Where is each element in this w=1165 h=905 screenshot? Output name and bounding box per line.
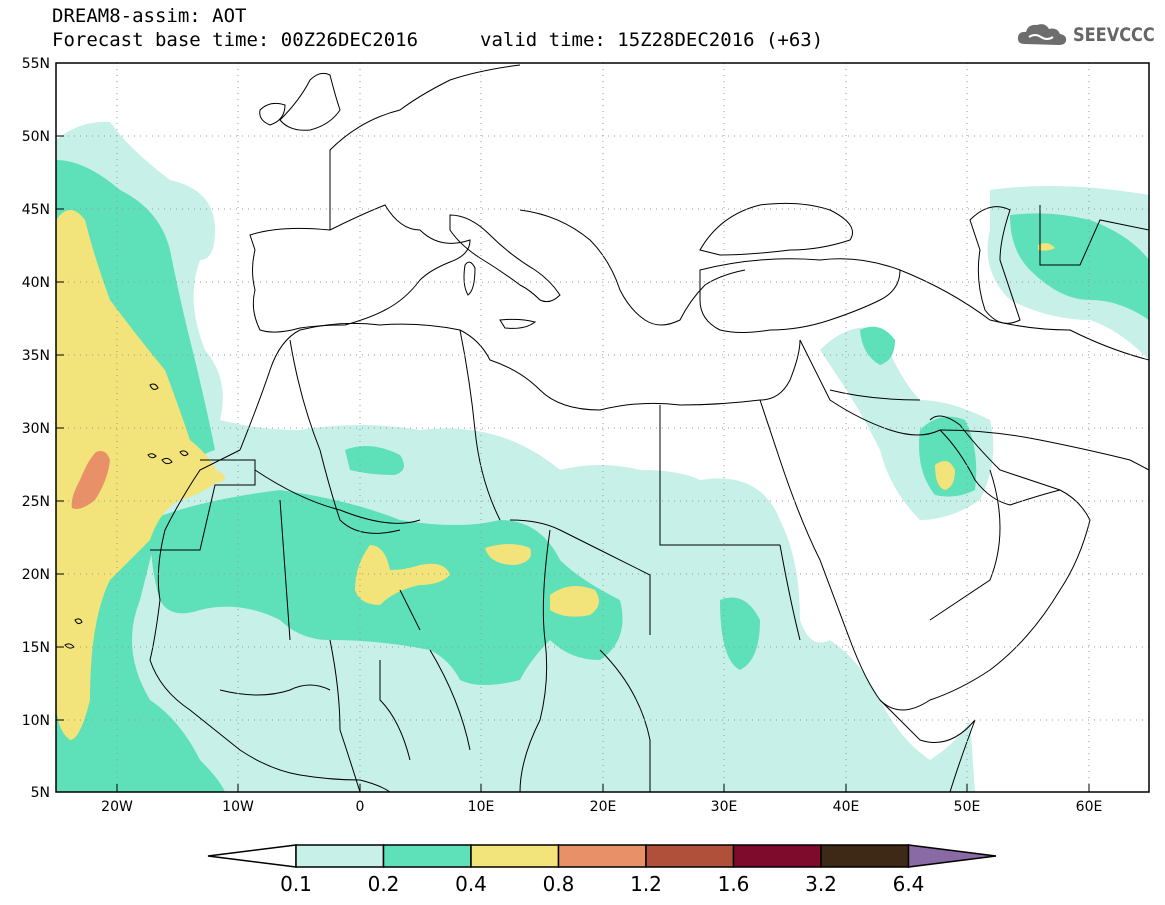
colorbar-label: 0.8: [543, 872, 575, 896]
lon-label: 60E: [1076, 799, 1103, 815]
colorbar-segment-1-2: [645, 844, 735, 868]
colorbar-label: 0.4: [455, 872, 487, 896]
colorbar-label: 1.2: [630, 872, 662, 896]
lat-label: 55N: [22, 56, 50, 72]
graticule: [56, 63, 1149, 792]
colorbar-label: 0.2: [368, 872, 400, 896]
colorbar-segment-0-8: [557, 844, 647, 868]
cloud-icon: [1017, 24, 1067, 45]
logo-text: SEEVCCC: [1073, 24, 1155, 46]
lat-label: 40N: [22, 275, 50, 291]
colorbar-labels: 0.1 0.2 0.4 0.8 1.2 1.6 3.2 6.4: [280, 872, 924, 896]
colorbar-segment-0-4: [470, 844, 560, 868]
lat-label: 25N: [22, 494, 50, 510]
lat-label: 45N: [22, 202, 50, 218]
lon-label: 20W: [101, 799, 133, 815]
colorbar-segment-0-2: [382, 844, 472, 868]
aot-level-0-1: [56, 121, 1149, 792]
colorbar-segment-0-1: [295, 844, 385, 868]
colorbar-label: 3.2: [805, 872, 837, 896]
seevccc-logo: SEEVCCC: [1015, 20, 1165, 50]
aot-level-0-8: [71, 451, 110, 509]
lat-label: 35N: [22, 348, 50, 364]
colorbar-segment-under: [207, 844, 297, 868]
forecast-base-time: Forecast base time: 00Z26DEC2016: [52, 29, 419, 51]
axis-ticks: [56, 62, 1090, 792]
lon-label: 20E: [590, 799, 617, 815]
lon-label: 30E: [711, 799, 738, 815]
lon-label: 40E: [833, 799, 860, 815]
colorbar-segment-over: [907, 844, 997, 868]
map-title: DREAM8-assim: AOT: [52, 5, 247, 27]
lat-label: 10N: [22, 713, 50, 729]
lon-label: 0: [356, 799, 365, 815]
aot-field: [56, 121, 1149, 792]
lat-label: 15N: [22, 640, 50, 656]
lon-label: 10E: [468, 799, 495, 815]
lat-label: 20N: [22, 567, 50, 583]
coastlines: [64, 64, 1149, 792]
colorbar: [207, 844, 997, 868]
longitude-labels: 20W 10W 0 10E 20E 30E 40E 50E 60E: [101, 799, 1102, 815]
colorbar-label: 1.6: [718, 872, 750, 896]
valid-time: valid time: 15Z28DEC2016 (+63): [480, 29, 824, 51]
lat-label: 50N: [22, 129, 50, 145]
latitude-labels: 55N 50N 45N 40N 35N 30N 25N 20N 15N 10N …: [22, 56, 50, 801]
colorbar-label: 0.1: [280, 872, 312, 896]
colorbar-label: 6.4: [893, 872, 925, 896]
lat-label: 30N: [22, 421, 50, 437]
aot-level-0-4: [56, 210, 1055, 740]
lat-label: 5N: [31, 785, 50, 801]
colorbar-segment-3-2: [820, 844, 910, 868]
lon-label: 10W: [222, 799, 254, 815]
lon-label: 50E: [954, 799, 981, 815]
colorbar-segment-1-6: [732, 844, 822, 868]
